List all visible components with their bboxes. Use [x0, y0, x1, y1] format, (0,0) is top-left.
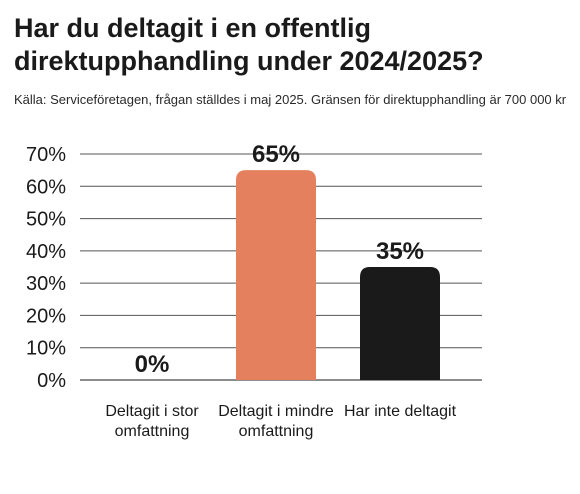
y-tick-label: 20% — [26, 305, 66, 327]
data-label: 65% — [252, 141, 300, 168]
data-label: 35% — [376, 238, 424, 265]
y-tick-label: 50% — [26, 209, 66, 231]
x-category-label: Deltagit i mindre omfattning — [218, 403, 334, 440]
data-label: 0% — [135, 351, 170, 378]
bar — [236, 170, 316, 380]
chart-title: Har du deltagit i en offentlig direktupp… — [14, 13, 484, 76]
y-tick-label: 40% — [26, 241, 66, 263]
x-category-label: Har inte deltagit — [343, 403, 457, 420]
y-tick-label: 0% — [37, 370, 66, 392]
y-tick-label: 70% — [26, 144, 66, 166]
y-tick-label: 30% — [26, 273, 66, 295]
y-tick-label: 10% — [26, 338, 66, 360]
chart-source-note: Källa: Serviceföretagen, frågan ställdes… — [14, 92, 567, 107]
bar — [360, 267, 440, 380]
y-tick-label: 60% — [26, 176, 66, 198]
x-category-label: Deltagit i stor omfattning — [105, 403, 199, 440]
